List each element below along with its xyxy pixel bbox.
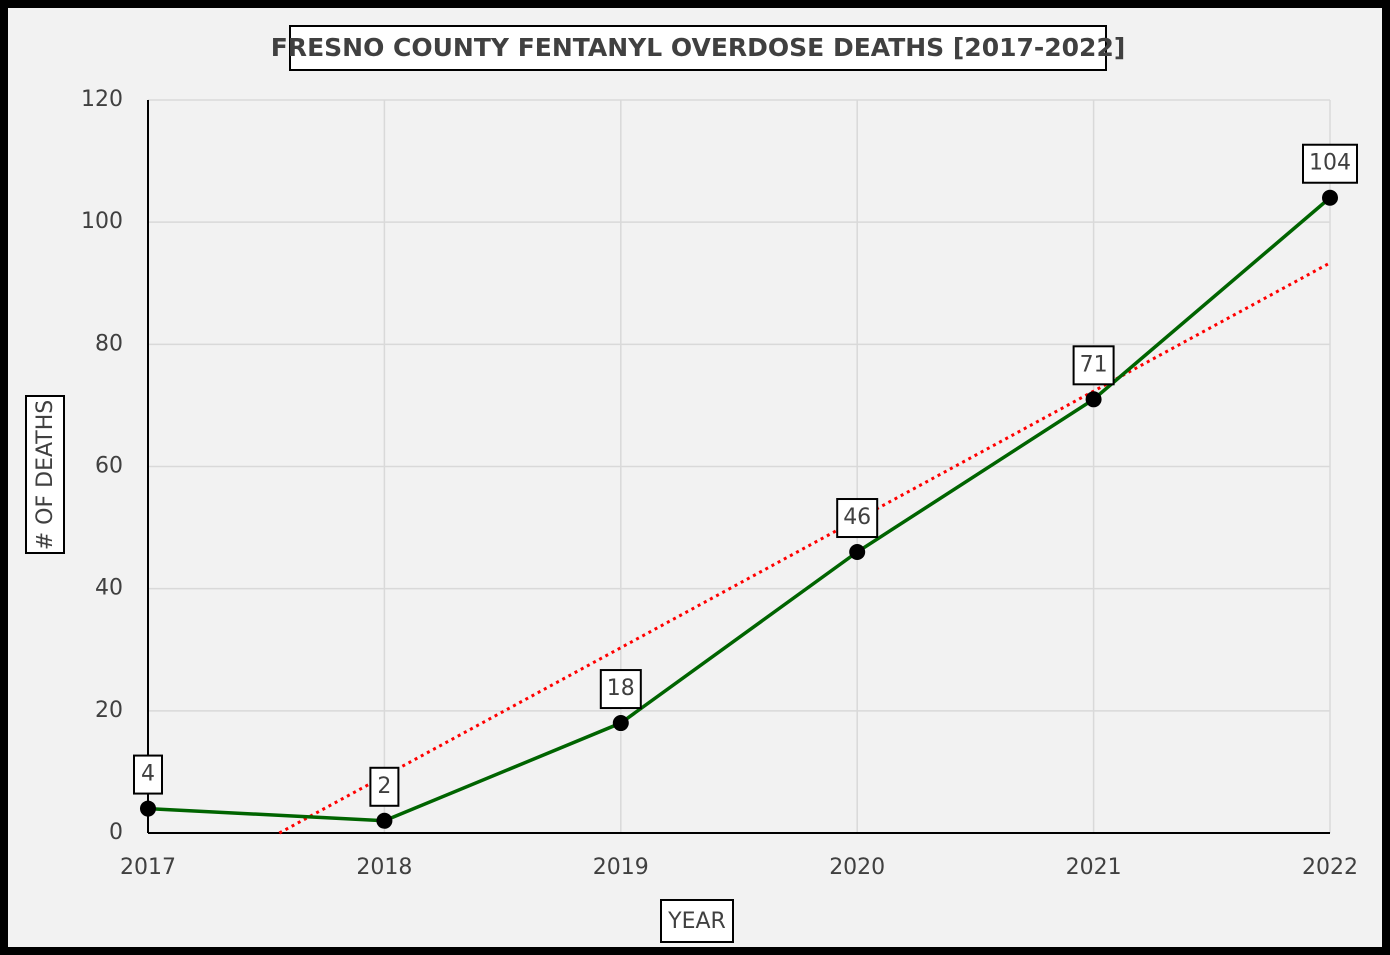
data-label-box: [1072, 345, 1115, 386]
y-tick-label: 120: [81, 87, 123, 112]
data-label-box: [369, 766, 400, 807]
x-tick-label: 2021: [1066, 855, 1122, 880]
x-tick-label: 2019: [593, 855, 649, 880]
title-box: [289, 25, 1107, 71]
data-label: 104: [1309, 151, 1351, 176]
data-label: 2: [377, 774, 391, 799]
data-point: [612, 715, 629, 732]
data-label-box: [1302, 143, 1358, 184]
y-tick-label: 0: [109, 820, 123, 845]
x-tick-label: 2020: [829, 855, 885, 880]
data-point: [376, 812, 393, 829]
data-label: 18: [607, 676, 635, 701]
data-label: 4: [141, 762, 155, 787]
y-tick-label: 80: [95, 331, 123, 356]
data-label: 71: [1080, 352, 1108, 377]
y-tick-label: 40: [95, 576, 123, 601]
y-label-box: [25, 395, 65, 554]
data-label-box: [599, 669, 642, 710]
x-tick-label: 2017: [120, 855, 176, 880]
data-label-box: [836, 498, 879, 539]
data-point: [140, 800, 156, 817]
x-label-box: [660, 899, 734, 943]
y-axis-label: # OF DEATHS: [33, 400, 58, 551]
x-tick-label: 2018: [356, 855, 412, 880]
y-tick-label: 100: [81, 209, 123, 234]
data-point: [849, 544, 866, 561]
x-tick-label: 2022: [1302, 855, 1358, 880]
data-label-box: [133, 754, 163, 795]
chart-title: FRESNO COUNTY FENTANYL OVERDOSE DEATHS […: [271, 33, 1126, 62]
trendline: [278, 261, 1331, 835]
y-tick-label: 60: [95, 454, 123, 479]
x-axis-label: YEAR: [667, 909, 726, 934]
data-point: [1085, 391, 1102, 408]
y-tick-label: 20: [95, 698, 123, 723]
data-point: [1322, 189, 1338, 206]
data-line: [147, 196, 1332, 823]
data-label: 46: [843, 505, 871, 530]
